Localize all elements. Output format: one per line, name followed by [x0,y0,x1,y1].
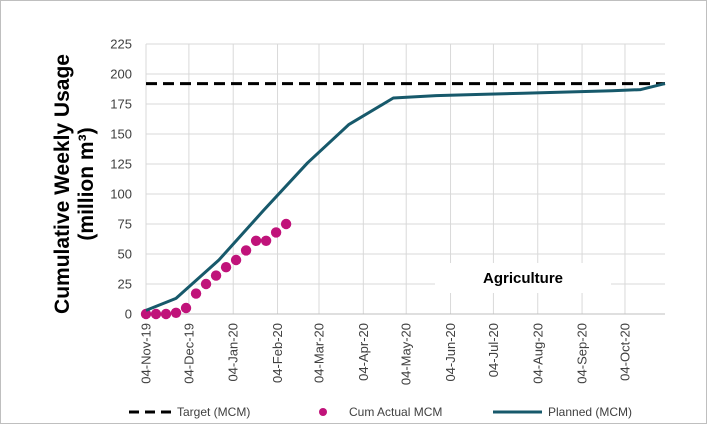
data-point-cum-actual-mcm [250,235,262,246]
data-point-cum-actual-mcm [200,278,212,290]
legend-item-planned: Planned (MCM) [493,405,632,419]
y-axis-title-line-1: Cumulative Weekly Usage [51,54,74,314]
legend-label-planned: Planned (MCM) [548,405,632,419]
x-tick-label: 04-Jun-20 [443,323,458,382]
y-tick-label: 50 [118,247,132,262]
x-tick-label: 04-May-20 [399,323,414,385]
y-tick-label: 125 [110,157,132,172]
data-point-cum-actual-mcm [210,270,222,281]
x-tick-label: 04-Sep-20 [575,323,590,384]
y-tick-label: 25 [118,277,132,292]
series-line-planned-mcm [145,82,666,312]
data-point-cum-actual-mcm [180,302,192,314]
data-point-cum-actual-mcm [170,307,182,318]
y-axis-title: Cumulative Weekly Usage (million m³) [51,54,98,314]
y-tick-label: 225 [110,37,132,52]
y-axis-ticks: 0 25 50 75 100 125 150 175 200 225 [110,37,132,322]
legend: Target (MCM) Cum Actual MCM Planned (MCM… [129,405,632,419]
data-point-cum-actual-mcm [140,308,152,320]
legend-label-target: Target (MCM) [177,405,250,419]
data-point-cum-actual-mcm [230,254,242,266]
x-tick-label: 04-Dec-19 [181,323,196,384]
legend-item-target: Target (MCM) [129,405,250,419]
y-tick-label: 0 [125,307,132,322]
data-point-cum-actual-mcm [190,288,202,299]
x-tick-label: 04-Jul-20 [486,323,501,377]
series-layer [140,82,666,320]
data-point-cum-actual-mcm [160,308,172,320]
data-point-cum-actual-mcm [150,308,162,320]
x-tick-label: 04-Mar-20 [312,323,327,383]
x-tick-label: 04-Feb-20 [270,323,285,383]
y-tick-label: 175 [110,97,132,112]
annotation-box [435,263,611,293]
data-point-cum-actual-mcm [220,262,232,273]
legend-label-cum-actual: Cum Actual MCM [349,405,442,419]
data-point-cum-actual-mcm [260,235,272,246]
legend-item-cum-actual: Cum Actual MCM [319,405,442,419]
legend-swatch-cum-actual [319,408,327,416]
y-tick-label: 100 [110,187,132,202]
gridlines [145,43,665,315]
x-axis-ticks: 04-Nov-19 04-Dec-19 04-Jan-20 04-Feb-20 04-M… [139,323,633,385]
data-point-cum-actual-mcm [270,227,282,238]
x-tick-label: 04-Oct-20 [617,323,632,381]
y-axis-title-line-2: (million m³) [75,127,98,240]
data-point-cum-actual-mcm [240,245,252,256]
data-point-cum-actual-mcm [280,218,292,230]
x-tick-label: 04-Jan-20 [226,323,241,382]
annotation-label: Agriculture [483,270,563,287]
y-tick-label: 200 [110,67,132,82]
x-tick-label: 04-Apr-20 [356,323,371,381]
y-tick-label: 75 [118,217,132,232]
x-tick-label: 04-Nov-19 [139,323,154,384]
y-tick-label: 150 [110,127,132,142]
x-tick-label: 04-Aug-20 [530,323,545,384]
